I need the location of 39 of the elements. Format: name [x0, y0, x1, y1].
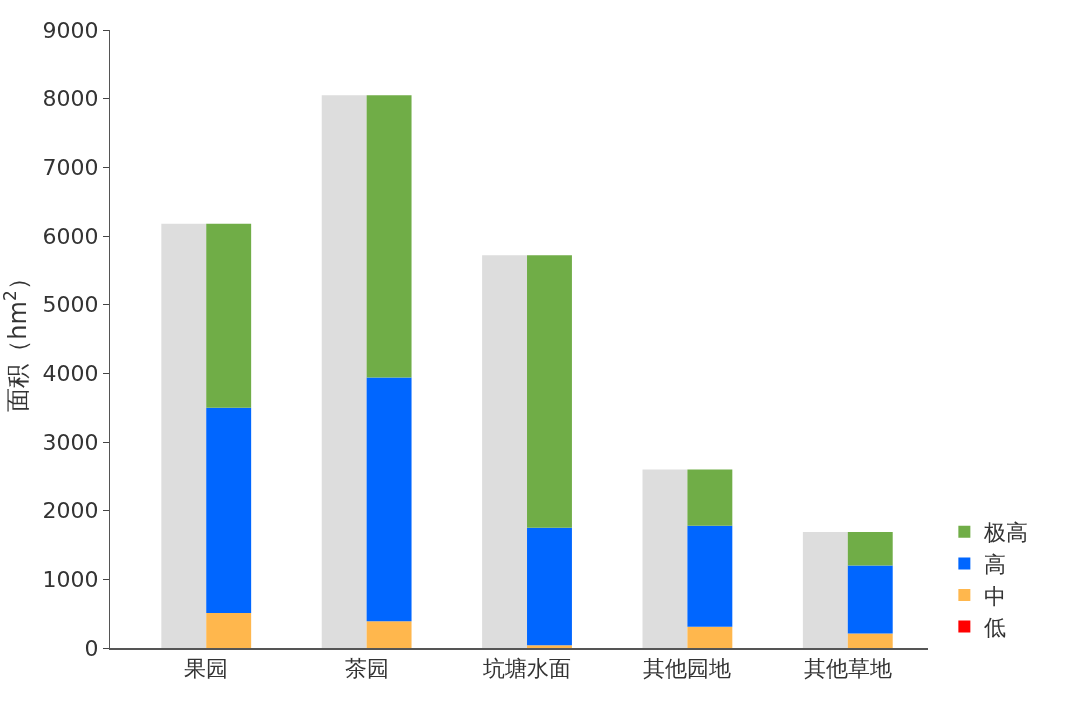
- y-tick-label: 0: [84, 635, 99, 661]
- y-tick-label: 9000: [42, 17, 99, 43]
- bar: [687, 469, 733, 526]
- y-tick-label: 6000: [42, 223, 99, 249]
- bar: [802, 531, 848, 648]
- legend-label: 极高: [983, 520, 1029, 546]
- bar: [847, 565, 893, 634]
- bar: [847, 531, 893, 566]
- x-tick-label: 坑塘水面: [482, 656, 572, 682]
- y-tick-label: 2000: [42, 498, 99, 524]
- bar: [161, 223, 207, 648]
- y-tick-label: 5000: [42, 292, 99, 318]
- bar: [482, 255, 528, 648]
- x-tick-label: 其他草地: [803, 656, 892, 682]
- x-tick-label: 果园: [184, 656, 229, 682]
- bar: [366, 621, 412, 648]
- bar: [642, 469, 688, 648]
- bar: [366, 377, 412, 622]
- bar: [366, 95, 412, 378]
- y-tick-label: 4000: [42, 361, 99, 387]
- bar: [687, 626, 733, 648]
- bar: [847, 633, 893, 648]
- bar: [321, 95, 367, 648]
- y-tick-label: 8000: [42, 86, 99, 112]
- y-tick-label: 1000: [42, 567, 99, 593]
- legend-label: 中: [984, 583, 1007, 609]
- y-tick-label: 3000: [42, 429, 99, 455]
- bar: [206, 223, 252, 408]
- x-tick-label: 茶园: [344, 656, 389, 682]
- bar: [527, 255, 572, 528]
- bar: [687, 525, 733, 627]
- bar: [527, 645, 572, 648]
- x-tick-label: 其他园地: [643, 656, 732, 682]
- bar: [527, 527, 572, 646]
- bar: [206, 612, 252, 648]
- bar: [206, 407, 252, 613]
- y-tick-label: 7000: [42, 155, 99, 181]
- legend-label: 高: [984, 551, 1007, 577]
- legend-label: 低: [984, 615, 1007, 641]
